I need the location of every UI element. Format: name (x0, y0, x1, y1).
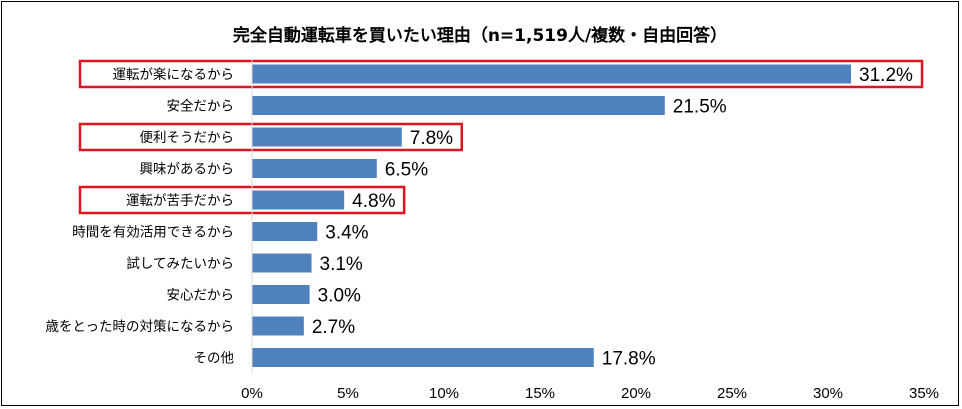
value-label: 31.2% (859, 65, 913, 86)
value-label: 3.1% (320, 254, 363, 275)
value-label: 4.8% (352, 191, 395, 212)
bars (252, 64, 852, 367)
value-labels: 31.2% 21.5% 7.8% 6.5% 4.8% 3.4% 3.1% 3.0% 2.7% 17… (312, 65, 913, 370)
highlight-boxes (78, 59, 924, 215)
category-labels: 運転が楽になるから安全だから便利そうだから興味があるから運転が苦手だから時間を有… (45, 67, 234, 367)
x-tick-labels: 0% 5% 10% 15% 20% 25% 30% 35% (241, 385, 939, 402)
bar (252, 253, 312, 273)
category-label: その他 (194, 351, 235, 367)
bar (252, 64, 852, 84)
highlight-box (78, 59, 924, 89)
category-label: 安心だから (167, 288, 235, 304)
bar (252, 285, 310, 304)
bar (252, 96, 665, 115)
bar (252, 127, 402, 147)
value-label: 3.0% (318, 286, 361, 307)
value-label: 7.8% (410, 128, 453, 149)
x-tick-label: 20% (621, 385, 651, 402)
chart-title: 完全自動運転車を買いたい理由（n=1,519人/複数・自由回答） (233, 25, 727, 46)
x-tick-label: 15% (525, 385, 555, 402)
x-tick-label: 30% (813, 385, 843, 402)
category-label: 便利そうだから (140, 130, 235, 146)
category-label: 興味があるから (140, 162, 235, 178)
highlight-box (78, 185, 406, 215)
category-label: 安全だから (167, 98, 235, 115)
x-tick-label: 5% (337, 385, 359, 402)
value-label: 21.5% (673, 97, 727, 118)
value-label: 17.8% (602, 349, 656, 370)
value-label: 2.7% (312, 317, 355, 338)
bar (252, 222, 318, 241)
x-tick-label: 10% (429, 385, 459, 402)
category-label: 時間を有効活用できるから (72, 225, 234, 241)
category-label: 試してみたいから (126, 256, 234, 272)
category-label: 運転が楽になるから (113, 67, 235, 83)
bar (252, 190, 345, 210)
value-label: 6.5% (385, 160, 428, 181)
bar (252, 348, 594, 367)
bar (252, 159, 377, 178)
x-tick-label: 35% (909, 385, 939, 402)
x-tick-label: 25% (717, 385, 747, 402)
highlight-box (78, 122, 464, 152)
value-label: 3.4% (325, 223, 368, 244)
x-tick-label: 0% (241, 385, 263, 402)
category-label: 歳をとった時の対策になるから (45, 318, 234, 335)
bar (252, 316, 304, 336)
category-label: 運転が苦手だから (126, 193, 234, 209)
